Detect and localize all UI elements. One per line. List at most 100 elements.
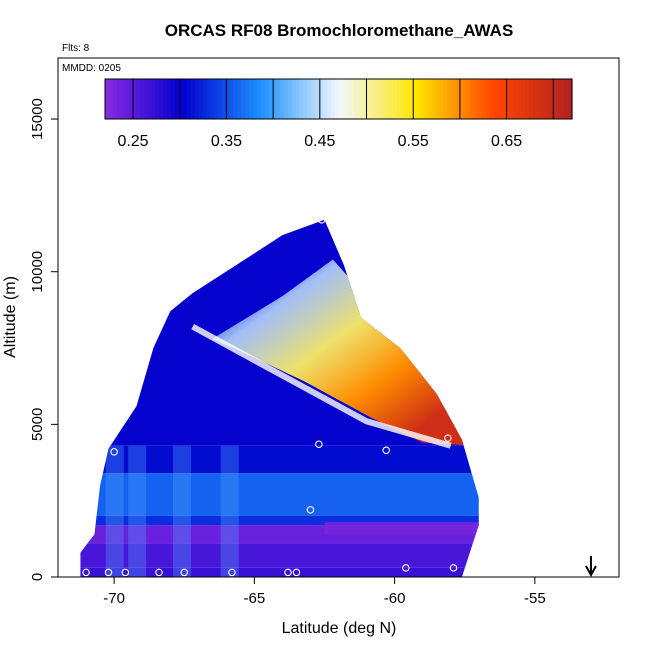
data-band-1 <box>80 543 479 568</box>
colorbar-cell-38 <box>252 79 258 119</box>
colorbar-tick-label-2: 0.45 <box>304 133 335 150</box>
colorbar-cell-2 <box>112 79 118 119</box>
colorbar-cell-58 <box>330 79 336 119</box>
colorbar-cell-83 <box>428 79 433 119</box>
sample-point-1 <box>104 568 113 577</box>
colorbar-cell-16 <box>167 79 172 119</box>
colorbar-cell-112 <box>540 79 546 119</box>
texture-streak-3 <box>220 445 239 577</box>
colorbar-cell-28 <box>213 79 219 119</box>
colorbar-cell-118 <box>564 79 569 119</box>
sample-point-6 <box>284 568 292 577</box>
y-tick-label-0: 0 <box>29 573 46 581</box>
colorbar-cell-47 <box>287 79 293 119</box>
colorbar-cell-12 <box>151 79 157 119</box>
colorbar: 0.25 0.35 0.45 0.55 0.65 <box>104 78 573 150</box>
plot-layer <box>80 216 597 578</box>
colorbar-cell-21 <box>186 79 192 119</box>
colorbar-tick-label-1: 0.35 <box>211 133 242 150</box>
colorbar-cell-26 <box>206 79 211 119</box>
colorbar-cell-41 <box>264 79 270 119</box>
colorbar-cell-45 <box>280 79 285 119</box>
colorbar-cell-65 <box>357 79 363 119</box>
colorbar-cell-93 <box>466 79 472 119</box>
sample-point-13 <box>315 440 323 448</box>
colorbar-cell-14 <box>159 79 164 119</box>
y-tick-label-3: 15000 <box>29 98 46 140</box>
sample-point-4 <box>180 568 188 577</box>
colorbar-cell-53 <box>311 79 316 119</box>
colorbar-cell-48 <box>291 79 297 119</box>
sample-point-10 <box>87 515 96 523</box>
colorbar-cell-89 <box>451 79 456 119</box>
x-tick-label-3: -55 <box>524 590 546 607</box>
colorbar-cell-119 <box>568 79 573 119</box>
colorbar-cell-78 <box>408 79 414 119</box>
colorbar-cell-79 <box>412 79 417 119</box>
colorbar-cell-95 <box>474 79 480 119</box>
sample-point-5 <box>228 568 236 577</box>
colorbar-cell-73 <box>389 79 394 119</box>
colorbar-cell-17 <box>171 79 176 119</box>
sample-point-15 <box>444 434 452 442</box>
sample-point-7 <box>292 568 301 577</box>
colorbar-cell-75 <box>396 79 402 119</box>
data-region <box>80 219 479 577</box>
colorbar-cell-40 <box>260 79 266 119</box>
colorbar-cell-54 <box>315 79 320 119</box>
colorbar-cell-86 <box>439 79 445 119</box>
colorbar-cell-71 <box>381 79 386 119</box>
colorbar-cell-3 <box>116 79 122 119</box>
sample-point-3 <box>155 568 163 577</box>
colorbar-cell-84 <box>431 79 437 119</box>
colorbar-cell-5 <box>124 79 129 119</box>
colorbar-cell-111 <box>536 79 542 119</box>
colorbar-cell-29 <box>217 79 223 119</box>
colorbar-cell-60 <box>338 79 343 119</box>
colorbar-cell-106 <box>517 79 523 119</box>
colorbar-cell-33 <box>233 79 238 119</box>
colorbar-cell-104 <box>509 79 515 119</box>
colorbar-cell-43 <box>272 79 277 119</box>
low-streak <box>324 522 479 535</box>
x-tick-label-0: -70 <box>103 590 125 607</box>
axes: -70 -65 -60 -55 0 5000 10000 15000 <box>29 57 620 607</box>
colorbar-cell-63 <box>350 79 355 119</box>
colorbar-cell-23 <box>194 79 199 119</box>
colorbar-cell-105 <box>513 79 519 119</box>
colorbar-cell-50 <box>299 79 305 119</box>
sample-point-0 <box>82 568 90 577</box>
sample-point-11 <box>306 506 315 514</box>
colorbar-cell-108 <box>525 79 530 119</box>
texture-streak-0 <box>105 445 124 577</box>
data-band-3 <box>80 515 479 526</box>
colorbar-cell-68 <box>369 79 375 119</box>
colorbar-cell-37 <box>248 79 254 119</box>
data-band-5 <box>80 445 479 474</box>
colorbar-cell-55 <box>319 79 324 119</box>
colorbar-cell-1 <box>108 79 114 119</box>
chart-title: ORCAS RF08 Bromochloromethane_AWAS <box>165 21 514 40</box>
colorbar-cell-59 <box>334 79 340 119</box>
colorbar-cell-90 <box>455 79 460 119</box>
colorbar-cell-88 <box>447 79 452 119</box>
colorbar-cell-42 <box>268 79 273 119</box>
colorbar-cell-25 <box>202 79 207 119</box>
y-tick-label-2: 10000 <box>29 251 46 293</box>
colorbar-cell-49 <box>295 79 301 119</box>
colorbar-cell-4 <box>120 79 126 119</box>
colorbar-frame <box>104 78 573 120</box>
colorbar-tick-label-3: 0.55 <box>398 133 429 150</box>
sample-point-9 <box>449 564 458 572</box>
colorbar-cell-46 <box>284 79 289 119</box>
colorbar-cell-98 <box>486 79 491 119</box>
colorbar-cell-62 <box>346 79 351 119</box>
colorbar-cell-87 <box>443 79 449 119</box>
colorbar-cell-18 <box>175 79 180 119</box>
colorbar-cell-81 <box>420 79 425 119</box>
colorbar-cell-57 <box>326 79 332 119</box>
colorbar-cell-64 <box>354 79 359 119</box>
y-axis-label: Altitude (m) <box>2 276 19 358</box>
